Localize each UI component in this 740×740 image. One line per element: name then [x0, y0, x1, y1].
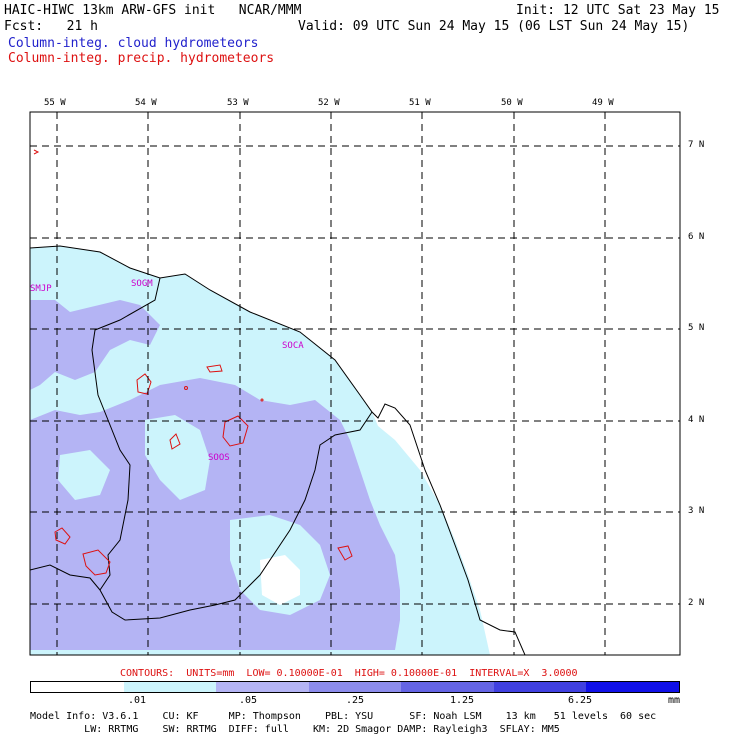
border-line — [91, 277, 373, 621]
colorbar-swatch — [308, 682, 402, 692]
cloud-field-label: Column-integ. cloud hydrometeors — [8, 36, 259, 51]
colorbar-units: mm — [668, 695, 681, 706]
station-label: SOOS — [208, 453, 230, 463]
colorbar-swatch — [586, 682, 680, 692]
colorbar-label: .05 — [239, 695, 258, 706]
forecast-hour: Fcst: 21 h — [4, 19, 98, 34]
model-info-line1: Model Info: V3.6.1 CU: KF MP: Thompson P… — [30, 711, 657, 722]
lat-label: 5 N — [688, 323, 705, 333]
lat-label: 4 N — [688, 415, 705, 425]
lat-label: 6 N — [688, 232, 705, 242]
lat-label: 7 N — [688, 140, 705, 150]
colorbar-swatch — [401, 682, 494, 692]
lon-label: 49 W — [592, 98, 614, 108]
lon-label: 51 W — [409, 98, 431, 108]
valid-time: Valid: 09 UTC Sun 24 May 15 (06 LST Sun … — [298, 19, 690, 34]
lat-lon-grid — [30, 112, 680, 655]
lon-label: 50 W — [501, 98, 523, 108]
lon-label: 52 W — [318, 98, 340, 108]
lon-label: 54 W — [135, 98, 157, 108]
model-info-line2: LW: RRTMG SW: RRTMG DIFF: full KM: 2D Sm… — [30, 724, 560, 735]
colorbar-swatch — [493, 682, 587, 692]
colorbar-swatch — [123, 682, 217, 692]
init-time: Init: 12 UTC Sat 23 May 15 — [516, 3, 720, 18]
map-frame — [29, 111, 681, 656]
lon-label: 55 W — [44, 98, 66, 108]
precip-hydrometeor-area — [30, 300, 160, 390]
precip-field-label: Column-integ. precip. hydrometeors — [8, 51, 275, 66]
station-label: SMJP — [30, 284, 52, 294]
colorbar-label: .25 — [346, 695, 365, 706]
lat-label: 2 N — [688, 598, 705, 608]
contour-info: CONTOURS: UNITS=mm LOW= 0.10000E-01 HIGH… — [120, 668, 578, 679]
colorbar-label: .01 — [128, 695, 147, 706]
model-title: HAIC-HIWC 13km ARW-GFS init NCAR/MMM — [4, 3, 302, 18]
colorbar-swatch — [31, 682, 124, 692]
precip-contours — [33, 149, 353, 576]
colorbar-label: 1.25 — [450, 695, 475, 706]
coastline — [30, 245, 526, 655]
lon-label: 53 W — [227, 98, 249, 108]
station-label: SOGM — [131, 279, 153, 289]
colorbar-label: 6.25 — [568, 695, 593, 706]
colorbar-swatch — [216, 682, 309, 692]
lat-label: 3 N — [688, 506, 705, 516]
colorbar — [30, 681, 680, 693]
station-label: SOCA — [282, 341, 304, 351]
